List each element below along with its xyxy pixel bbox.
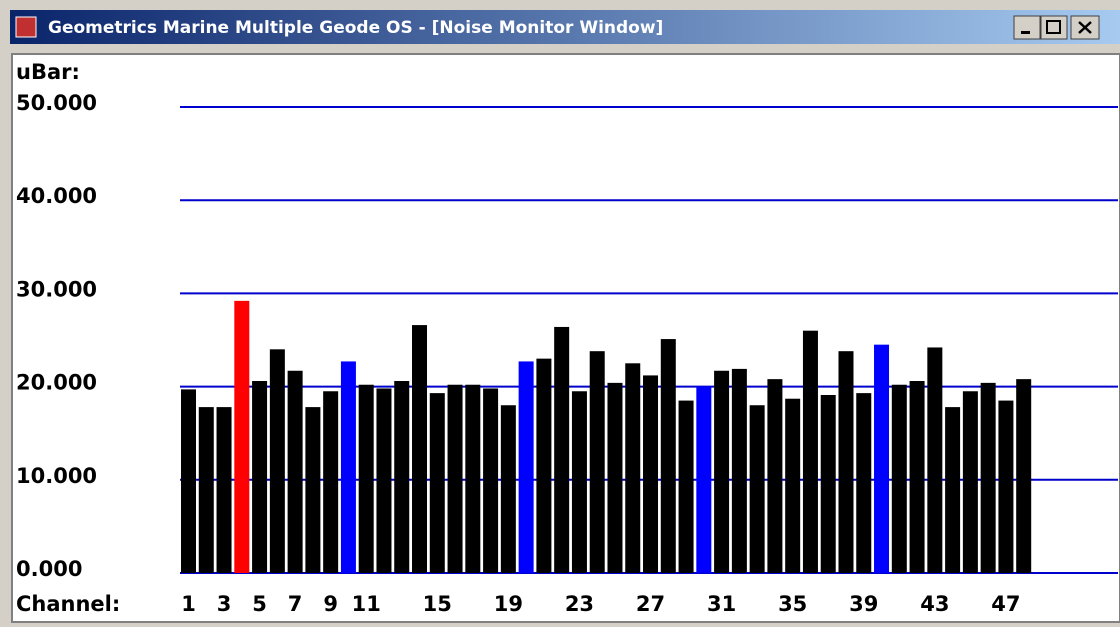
- bar: [660, 339, 676, 573]
- bar: [749, 405, 765, 573]
- x-tick-label: 43: [920, 592, 949, 616]
- close-button[interactable]: [1070, 15, 1100, 40]
- bar: [909, 381, 925, 573]
- bar: [305, 407, 321, 573]
- bar: [216, 407, 232, 573]
- bar: [394, 381, 410, 573]
- bar: [447, 384, 463, 573]
- x-tick-label: 23: [565, 592, 594, 616]
- y-tick-label: 40.000: [16, 184, 97, 208]
- app-icon: [15, 16, 37, 38]
- x-tick-label: 15: [423, 592, 452, 616]
- bar: [980, 382, 996, 573]
- x-axis-label: Channel:: [16, 592, 120, 616]
- bar: [358, 384, 374, 573]
- bar: [323, 391, 339, 573]
- title-bar: [10, 10, 1120, 44]
- x-tick-label: 35: [778, 592, 807, 616]
- window-title: Geometrics Marine Multiple Geode OS - [N…: [48, 18, 663, 38]
- bar: [731, 368, 747, 573]
- x-tick-label: 3: [217, 592, 232, 616]
- maximize-button[interactable]: [1040, 15, 1068, 40]
- bar: [678, 400, 694, 573]
- y-axis-label: uBar:: [16, 60, 80, 84]
- bar: [554, 326, 570, 573]
- bar: [198, 407, 214, 573]
- bar: [767, 379, 783, 573]
- bar: [589, 351, 605, 573]
- bar: [927, 347, 943, 573]
- bar: [820, 394, 836, 573]
- x-tick-label: 1: [181, 592, 196, 616]
- y-tick-label: 10.000: [16, 464, 97, 488]
- bar: [269, 349, 285, 573]
- bar: [412, 325, 428, 573]
- bar: [962, 391, 978, 573]
- bar: [376, 388, 392, 573]
- x-tick-label: 31: [707, 592, 736, 616]
- bar: [429, 393, 445, 573]
- bar: [696, 386, 712, 573]
- bar: [625, 363, 641, 573]
- bar: [500, 405, 516, 573]
- bar: [998, 400, 1014, 573]
- bar: [1016, 379, 1032, 573]
- bar: [643, 375, 659, 573]
- bar: [234, 300, 250, 573]
- minimize-button[interactable]: [1013, 15, 1041, 40]
- y-tick-label: 50.000: [16, 91, 97, 115]
- bar: [785, 398, 801, 573]
- y-tick-label: 30.000: [16, 277, 97, 301]
- bar: [518, 361, 534, 573]
- bar: [571, 391, 587, 573]
- bar: [340, 361, 356, 573]
- bar: [891, 384, 907, 573]
- x-tick-label: 19: [494, 592, 523, 616]
- x-tick-label: 27: [636, 592, 665, 616]
- bar: [536, 358, 552, 573]
- y-tick-label: 20.000: [16, 371, 97, 395]
- bar: [945, 407, 961, 573]
- bar: [252, 381, 268, 573]
- bar: [483, 388, 499, 573]
- x-tick-label: 9: [323, 592, 338, 616]
- x-tick-label: 39: [849, 592, 878, 616]
- bar: [856, 393, 872, 573]
- bar: [802, 330, 818, 573]
- bar: [714, 370, 730, 573]
- bar: [181, 389, 196, 573]
- x-tick-label: 11: [352, 592, 381, 616]
- x-tick-label: 47: [991, 592, 1020, 616]
- bar: [874, 344, 890, 573]
- bar: [838, 351, 854, 573]
- x-tick-label: 7: [288, 592, 303, 616]
- x-tick-label: 5: [252, 592, 267, 616]
- bar: [607, 382, 623, 573]
- bar: [287, 370, 303, 573]
- y-tick-label: 0.000: [16, 557, 82, 581]
- bar: [465, 384, 481, 573]
